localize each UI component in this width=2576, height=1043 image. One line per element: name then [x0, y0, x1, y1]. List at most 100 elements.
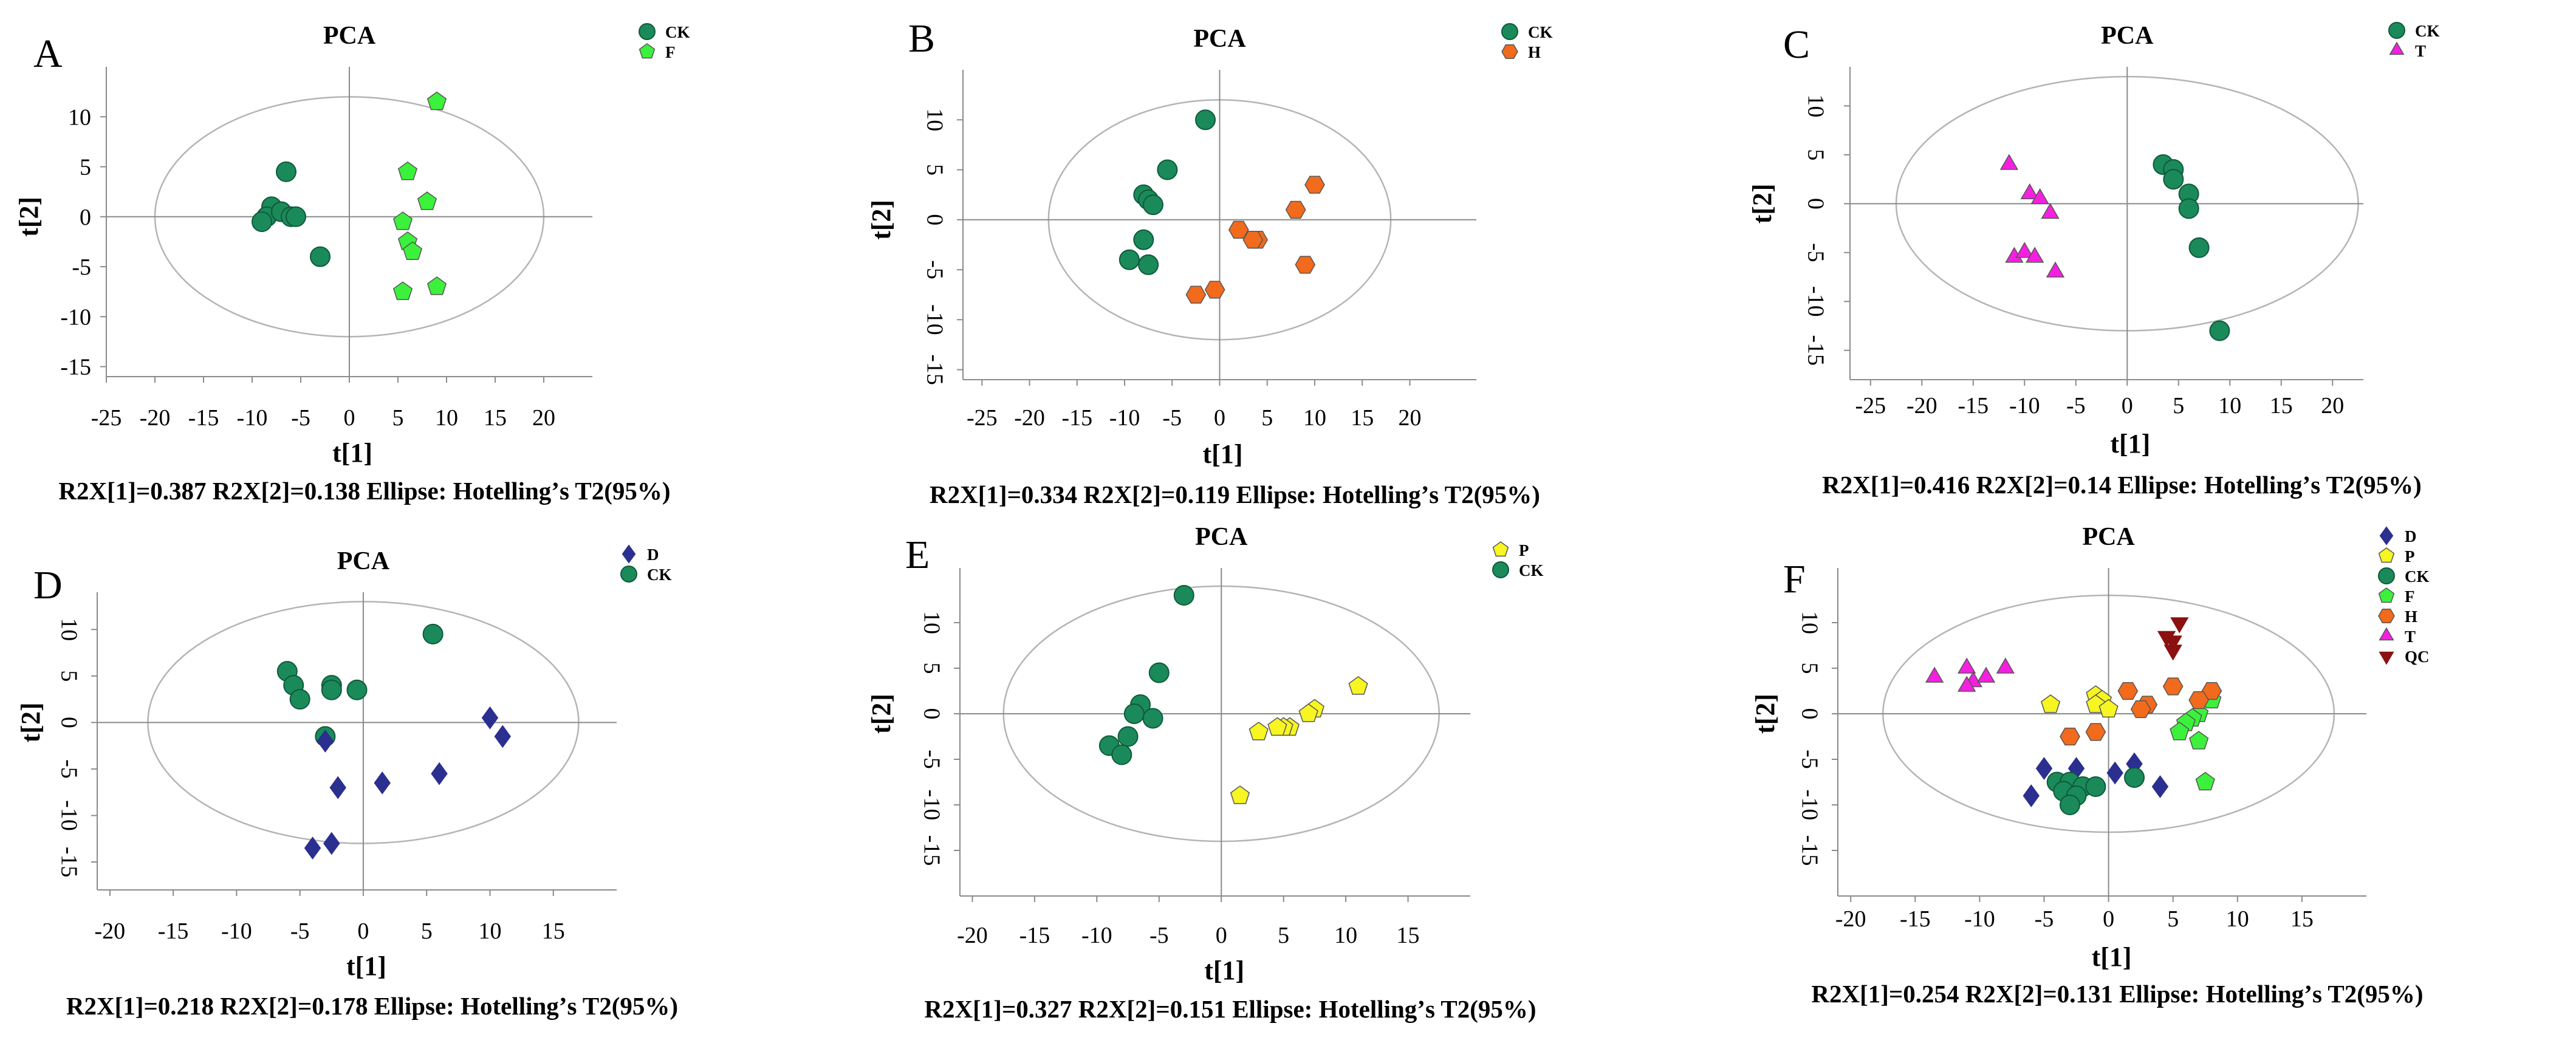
y-tick-label: 10 — [919, 611, 944, 634]
data-point-qc — [2163, 635, 2182, 652]
legend-label: CK — [1528, 23, 1553, 41]
series-ck — [1118, 109, 1216, 275]
legend: CK H — [1501, 23, 1553, 61]
series-h — [2060, 677, 2222, 746]
data-point-ck — [1111, 744, 1132, 765]
variance-caption: R2X[1]=0.334 R2X[2]=0.119 Ellipse: Hotel… — [930, 480, 1540, 508]
data-point-ck — [1157, 159, 1178, 180]
data-point-ck — [321, 679, 342, 700]
y-tick-label: -15 — [919, 835, 944, 866]
data-point-h — [2117, 682, 2139, 700]
x-axis-label: t[1] — [2110, 429, 2150, 459]
data-point-t — [2025, 247, 2044, 263]
data-point-p — [1267, 717, 1287, 736]
data-point-h — [2201, 682, 2222, 700]
x-tick-label: 0 — [344, 405, 355, 431]
y-axis-label: t[2] — [866, 694, 896, 734]
y-tick-label: 5 — [80, 155, 91, 180]
data-point-ck — [286, 206, 306, 227]
y-tick-label: -5 — [1797, 750, 1822, 769]
x-tick-label: -15 — [158, 918, 189, 944]
panel-a: A PCA -25 -20 -15 -10 -5 0 5 10 15 20 10 5 0 -5 -10 -15 t[… — [14, 22, 690, 505]
data-point-h — [1185, 286, 1207, 304]
y-tick-label: -15 — [60, 355, 91, 380]
y-tick-label: 0 — [919, 708, 944, 720]
panel-letter: A — [33, 32, 63, 76]
y-tick-label: -5 — [919, 750, 944, 769]
chart-title: PCA — [323, 22, 376, 50]
data-point-t — [1976, 666, 1996, 683]
x-tick-label: 15 — [1397, 923, 1420, 948]
y-axis-label: t[2] — [1747, 183, 1777, 224]
x-tick-label: -25 — [967, 405, 998, 431]
y-tick-label: -5 — [72, 255, 91, 280]
y-tick-label: 5 — [56, 670, 81, 682]
x-tick-label: -5 — [1162, 405, 1182, 431]
legend-label: P — [2405, 547, 2415, 566]
x-tick-label: 0 — [357, 918, 369, 944]
data-point-f — [2170, 722, 2190, 740]
y-tick-label: 5 — [922, 164, 947, 176]
data-point-h — [2085, 723, 2106, 741]
data-point-h — [2162, 677, 2184, 696]
series-f — [392, 91, 447, 300]
data-point-d — [2151, 775, 2169, 798]
y-tick-label: -15 — [1803, 335, 1828, 366]
y-tick-label: 0 — [922, 214, 947, 225]
y-tick-label: -10 — [922, 304, 947, 335]
x-tick-label: 10 — [1334, 923, 1357, 948]
panel-letter: C — [1783, 22, 1810, 67]
legend: CK F — [639, 23, 690, 61]
x-tick-label: 5 — [2173, 393, 2184, 419]
legend-marker-ck — [1501, 23, 1518, 40]
variance-caption: R2X[1]=0.254 R2X[2]=0.131 Ellipse: Hotel… — [1811, 980, 2423, 1008]
legend-label: F — [2405, 587, 2415, 606]
legend-label: D — [647, 545, 659, 564]
x-tick-label: -10 — [221, 918, 252, 944]
x-axis-label: t[1] — [346, 951, 386, 981]
x-tick-label: -15 — [188, 405, 219, 431]
series-ck — [252, 161, 331, 267]
legend-label: H — [2405, 607, 2417, 626]
data-point-p — [1249, 722, 1269, 740]
data-point-h — [1304, 176, 1325, 194]
x-tick-label: -10 — [1081, 923, 1112, 948]
data-point-ck — [1142, 194, 1163, 216]
variance-caption: R2X[1]=0.327 R2X[2]=0.151 Ellipse: Hotel… — [924, 995, 1536, 1023]
x-axis-label: t[1] — [332, 438, 372, 468]
x-tick-label: 15 — [1351, 405, 1374, 431]
data-point-ck — [2085, 776, 2106, 797]
data-point-d — [2023, 784, 2040, 807]
data-point-f — [426, 91, 447, 111]
x-tick-label: -20 — [140, 405, 171, 431]
y-axis-label: t[2] — [1750, 694, 1780, 734]
data-point-t — [1957, 675, 1976, 692]
y-tick-label: 10 — [1803, 94, 1828, 117]
y-tick-label: -15 — [1797, 835, 1822, 866]
x-tick-label: -5 — [2035, 906, 2054, 932]
x-tick-label: 10 — [1303, 405, 1326, 431]
variance-caption: R2X[1]=0.416 R2X[2]=0.14 Ellipse: Hotell… — [1822, 471, 2422, 499]
data-point-h — [1295, 256, 1316, 274]
data-point-d — [481, 706, 499, 730]
x-tick-label: -15 — [1019, 923, 1050, 948]
series-d — [304, 706, 512, 860]
y-tick-label: -5 — [56, 759, 81, 779]
legend-label: CK — [665, 23, 690, 41]
data-point-p — [1348, 676, 1368, 695]
legend-marker-f — [639, 43, 656, 59]
data-point-qc — [2163, 645, 2182, 661]
data-point-ck — [1123, 703, 1145, 724]
chart-title: PCA — [2101, 22, 2154, 50]
x-tick-label: -25 — [91, 405, 122, 431]
data-point-d — [323, 832, 340, 855]
data-point-d — [374, 771, 391, 795]
data-point-t — [2020, 183, 2039, 199]
panel-f: F PCA -20 -15 -10 -5 0 5 10 15 10 5 0 -5 -10 -15 t[1] t[2… — [1750, 523, 2430, 1008]
panel-letter: B — [908, 16, 935, 61]
chart-title: PCA — [2082, 523, 2135, 551]
y-tick-label: 10 — [68, 104, 91, 130]
x-tick-label: -15 — [1061, 405, 1092, 431]
legend: CK T — [2388, 22, 2440, 60]
